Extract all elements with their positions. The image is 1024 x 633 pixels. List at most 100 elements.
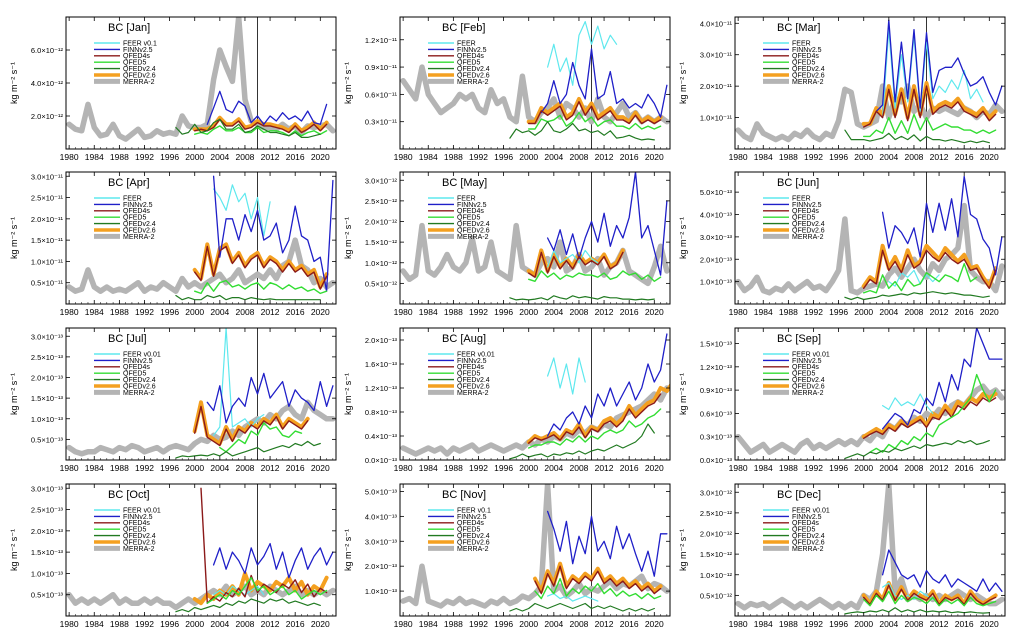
legend-label: FEER — [792, 195, 811, 202]
x-tick-label: 2012 — [261, 307, 280, 317]
legend-label: FEER — [123, 195, 142, 202]
legend-label: QFED5 — [792, 371, 815, 378]
y-tick-label: 2.0×10⁻¹¹ — [700, 82, 733, 91]
series-line-qfed4s — [528, 100, 662, 125]
legend-label: FINNv2.5 — [123, 514, 153, 521]
legend-label: QFED5 — [123, 371, 146, 378]
x-tick-label: 1996 — [829, 152, 848, 162]
series-line-finn — [546, 333, 668, 437]
x-tick-label: 2008 — [235, 307, 254, 317]
x-tick-label: 2008 — [904, 152, 923, 162]
y-tick-label: 0.5×10⁻¹¹ — [31, 279, 64, 288]
series-line-merra — [735, 83, 1005, 143]
y-axis-label: kg m⁻² s⁻¹ — [9, 373, 19, 415]
y-tick-label: 0.9×10⁻¹¹ — [365, 63, 398, 72]
x-tick-label: 2012 — [595, 463, 614, 473]
x-tick-label: 2008 — [569, 307, 588, 317]
x-tick-label: 1980 — [729, 152, 748, 162]
legend-label: QFED4s — [123, 520, 150, 527]
x-tick-label: 1988 — [779, 307, 798, 317]
chart-panel: 1980 1984 1988 1992 1996 2000 2004 2008 2012 2016… — [678, 483, 1006, 629]
chart-title: BC [Mar] — [777, 22, 820, 34]
y-axis-label: kg m⁻² s⁻¹ — [678, 62, 688, 104]
x-tick-label: 2012 — [930, 619, 949, 629]
x-tick-label: 1992 — [135, 152, 154, 162]
x-tick-label: 2004 — [210, 307, 229, 317]
series-line-feer — [888, 269, 940, 287]
y-axis-label: kg m⁻² s⁻¹ — [678, 529, 688, 571]
y-tick-label: 0.6×10⁻¹³ — [700, 409, 733, 418]
series-line-qfed5 — [528, 111, 662, 130]
legend-label: QFEDv2.6 — [123, 383, 156, 390]
series-line-finn — [212, 542, 334, 579]
series-line-qfed24 — [175, 440, 321, 459]
y-tick-label: 0.6×10⁻¹¹ — [365, 90, 398, 99]
y-axis-label: kg m⁻² s⁻¹ — [343, 62, 353, 104]
y-tick-label: 1.5×10⁻¹² — [365, 238, 398, 247]
y-tick-label: 2.0×10⁻¹³ — [365, 562, 398, 571]
series-line-qfed26 — [861, 392, 998, 439]
x-tick-label: 2004 — [879, 307, 898, 317]
chart-title: BC [Jul] — [108, 333, 147, 345]
chart-title: BC [Oct] — [108, 489, 150, 501]
y-tick-label: 0.8×10⁻¹³ — [365, 408, 398, 417]
y-tick-label: 3.0×10⁻¹³ — [31, 332, 64, 341]
legend-label: MERRA-2 — [792, 546, 824, 553]
series-line-qfed24 — [175, 598, 321, 613]
y-axis-label: kg m⁻² s⁻¹ — [9, 62, 19, 104]
x-tick-label: 1988 — [110, 619, 129, 629]
x-tick-label: 2016 — [955, 619, 974, 629]
series-line-qfed4s — [528, 251, 624, 278]
legend-label: QFED4s — [792, 208, 819, 215]
y-tick-label: 1.2×10⁻¹¹ — [365, 36, 398, 45]
y-tick-label: 1.0×10⁻¹³ — [31, 415, 64, 424]
legend-label: FEER v0.1 — [123, 40, 157, 47]
x-tick-label: 2004 — [210, 152, 229, 162]
series-line-qfed5 — [193, 125, 328, 137]
x-tick-label: 1980 — [60, 152, 79, 162]
legend-label: QFED4s — [792, 520, 819, 527]
y-tick-label: 0.5×10⁻¹³ — [31, 591, 64, 600]
legend-label: QFED5 — [123, 215, 146, 222]
legend-label: FEER v0.01 — [457, 351, 495, 358]
legend-label: MERRA-2 — [123, 234, 155, 241]
y-tick-label: 1.0×10⁻¹¹ — [31, 257, 64, 266]
series-line-merra — [735, 202, 1005, 296]
x-tick-label: 1996 — [829, 619, 848, 629]
x-tick-label: 2020 — [311, 152, 330, 162]
x-tick-label: 1980 — [729, 619, 748, 629]
series-line-merra — [66, 583, 336, 611]
chart-panel: 1980 1984 1988 1992 1996 2000 2004 2008 2012 2016… — [9, 16, 337, 162]
x-tick-label: 1996 — [494, 619, 513, 629]
legend-label: FINNv2.5 — [792, 514, 822, 521]
legend-label: QFED5 — [457, 215, 480, 222]
chart-panel: 1980 1984 1988 1992 1996 2000 2004 2008 2012 2016… — [9, 327, 337, 473]
x-tick-label: 1992 — [135, 307, 154, 317]
x-tick-label: 1992 — [804, 619, 823, 629]
chart-panel: 1980 1984 1988 1992 1996 2000 2004 2008 2012 2016… — [343, 171, 671, 317]
series-line-qfed4s — [863, 249, 997, 289]
x-tick-label: 2012 — [261, 463, 280, 473]
y-tick-label: 2.5×10⁻¹¹ — [31, 194, 64, 203]
y-tick-label: 4.0×10⁻¹³ — [365, 512, 398, 521]
legend: FEERFINNv2.5QFED4sQFED5QFEDv2.4QFEDv2.6M… — [428, 195, 490, 241]
series-line-qfed4s — [193, 405, 309, 447]
y-tick-label: 0.5×10⁻¹² — [700, 591, 733, 600]
series-line-finn — [546, 510, 668, 577]
x-tick-label: 2012 — [595, 152, 614, 162]
y-tick-label: 3.0×10⁻¹³ — [31, 484, 64, 493]
x-tick-label: 2008 — [569, 463, 588, 473]
y-tick-label: 1.0×10⁻¹³ — [365, 587, 398, 596]
x-tick-label: 1988 — [444, 619, 463, 629]
legend-label: QFEDv2.6 — [457, 227, 490, 234]
y-axis-label: kg m⁻² s⁻¹ — [9, 217, 19, 259]
y-tick-label: 2.5×10⁻¹³ — [31, 506, 64, 515]
legend-label: QFED5 — [123, 60, 146, 67]
legend-label: FINNv2.5 — [792, 202, 822, 209]
legend-label: QFED5 — [792, 60, 815, 67]
y-tick-label: 2.0×10⁻¹³ — [365, 336, 398, 345]
legend-label: QFED4s — [123, 53, 150, 60]
x-tick-label: 2004 — [210, 619, 229, 629]
y-tick-label: 2.5×10⁻¹² — [365, 197, 398, 206]
x-tick-label: 1992 — [469, 619, 488, 629]
